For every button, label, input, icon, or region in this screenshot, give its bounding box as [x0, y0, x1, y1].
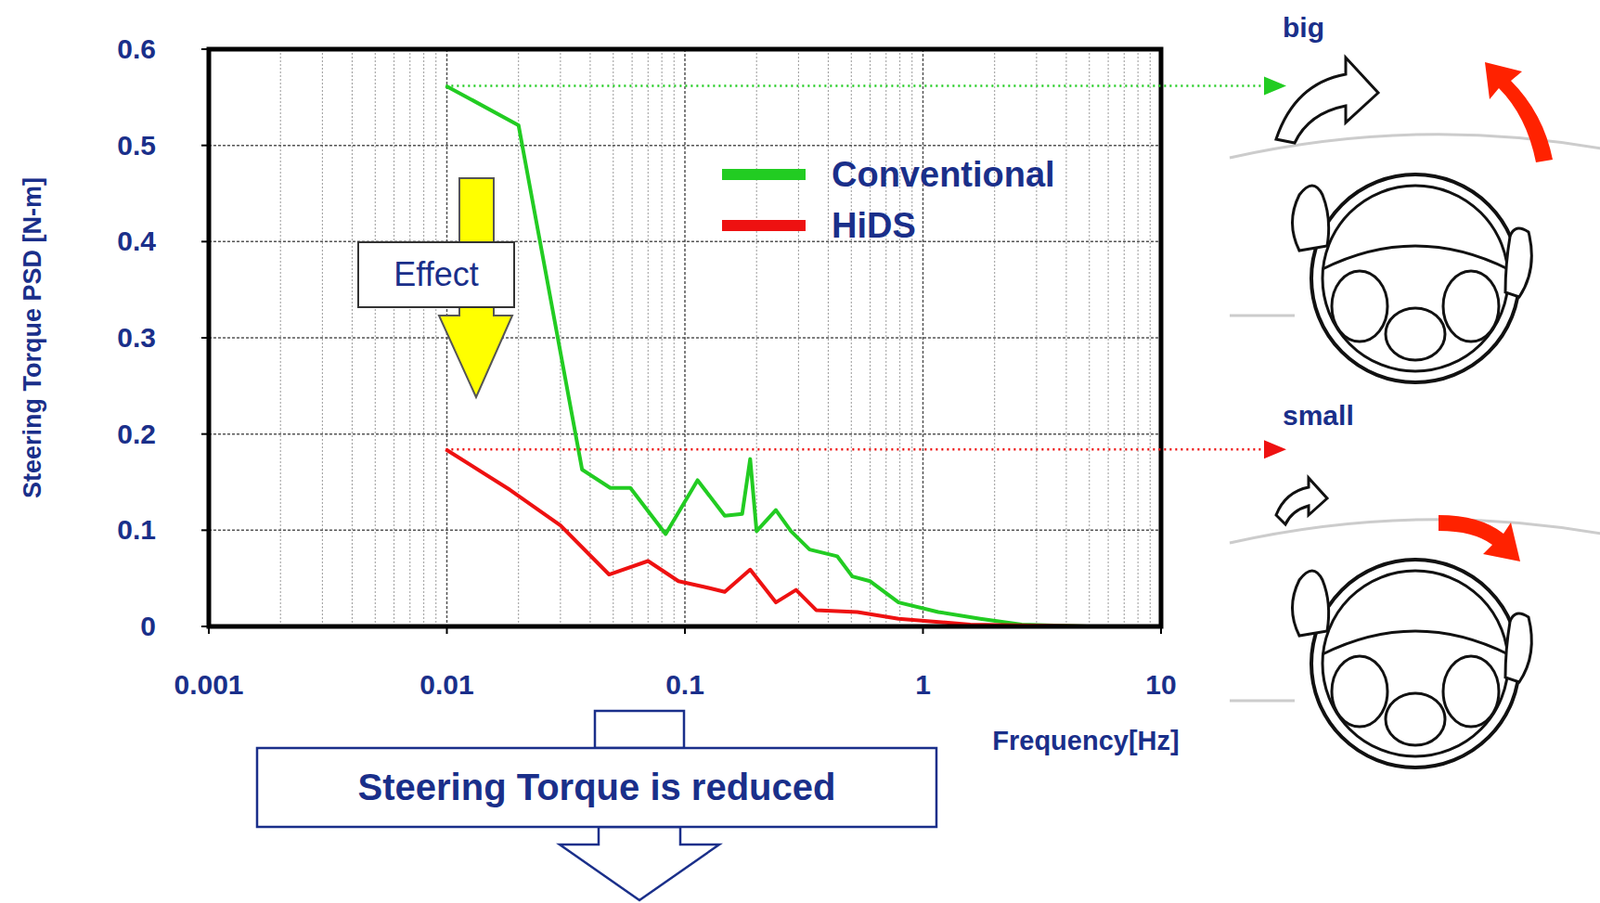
hollow-turn-arrow [1276, 57, 1379, 143]
steering-wheel [1229, 477, 1600, 768]
gauge [1443, 270, 1499, 342]
minor-grid-line [1088, 49, 1090, 627]
minor-grid-line [559, 49, 561, 627]
reference-arrowhead [1264, 76, 1287, 95]
y-tick-label: 0.2 [116, 418, 156, 450]
grid [208, 49, 1162, 627]
series-line [445, 85, 1087, 627]
wheel-rim [1311, 559, 1520, 768]
y-grid-line [208, 529, 1162, 532]
minor-grid-line [1065, 49, 1067, 627]
minor-grid-line [374, 49, 376, 627]
y-tick-label: 0.6 [116, 33, 156, 65]
plot-frame [208, 49, 1162, 627]
hand [1505, 228, 1532, 297]
y-grid-line [208, 336, 1162, 339]
red-turn-arrow [1484, 62, 1553, 163]
minor-grid-line [351, 49, 353, 627]
y-tick-label: 0.5 [116, 129, 156, 161]
y-tick-label: 0.4 [116, 225, 156, 257]
plot-area [208, 49, 1162, 627]
gauge [1331, 656, 1388, 727]
gauge [1331, 270, 1388, 342]
y-tick-label: 0.1 [116, 514, 156, 545]
result-box [257, 748, 937, 827]
gauge [1443, 656, 1499, 727]
gauge [1385, 693, 1446, 746]
effect-box [358, 242, 515, 308]
y-tick-label: 0.3 [116, 322, 156, 353]
series-line [445, 449, 1087, 627]
gauge [1385, 308, 1446, 361]
y-axis-title: Steering Torque PSD [N-m] [18, 177, 47, 499]
wheel-rim-inner [1322, 185, 1509, 372]
red-turn-arrow [1438, 515, 1521, 562]
legend-label: Conventional [831, 154, 1056, 194]
hand [1505, 613, 1532, 683]
y-tick-label: 0 [140, 610, 156, 642]
effect-label: Effect [393, 255, 478, 294]
reference-arrowhead [1264, 439, 1287, 459]
hollow-arrow-top [594, 710, 684, 749]
big-label: big [1282, 12, 1325, 43]
legend-label: HiDS [831, 206, 917, 246]
y-grid-line [208, 241, 1162, 244]
hand [1292, 185, 1330, 251]
wheel-spoke [1322, 631, 1509, 655]
dashboard-line [1229, 314, 1295, 318]
hollow-arrow-bottom [559, 826, 720, 901]
reference-line [445, 84, 1266, 88]
wheel-rim-inner [1322, 570, 1509, 757]
reference-line [445, 448, 1266, 452]
minor-grid-line [899, 49, 901, 627]
x-tick-label: 10 [1145, 669, 1176, 700]
minor-grid-line [1149, 49, 1151, 627]
dashboard-line [1229, 699, 1295, 703]
x-axis-title: Frequency[Hz] [992, 725, 1179, 756]
x-tick-label: 0.1 [665, 669, 705, 700]
result-label: Steering Torque is reduced [358, 766, 837, 808]
hollow-turn-arrow [1276, 477, 1328, 525]
minor-grid-line [1108, 49, 1110, 627]
y-grid-line [208, 433, 1162, 436]
chart: 0 0.1 0.2 0.3 0.4 0.5 0.6 0.001 0.01 0.1 1 10 Steeri… [0, 0, 1600, 903]
steering-wheel [1229, 57, 1600, 383]
minor-grid-line [393, 49, 395, 627]
x-tick-label: 0.001 [173, 669, 244, 700]
series-group [445, 85, 1087, 627]
legend-swatch [722, 168, 806, 181]
wheel-rim [1311, 174, 1520, 383]
x-tick-label: 1 [915, 669, 931, 700]
small-label: small [1282, 400, 1355, 431]
y-grid-line [208, 144, 1162, 147]
legend-swatch [722, 219, 806, 232]
hand [1292, 570, 1330, 636]
wheel-spoke [1322, 245, 1509, 270]
x-tick-label: 0.01 [419, 669, 474, 700]
